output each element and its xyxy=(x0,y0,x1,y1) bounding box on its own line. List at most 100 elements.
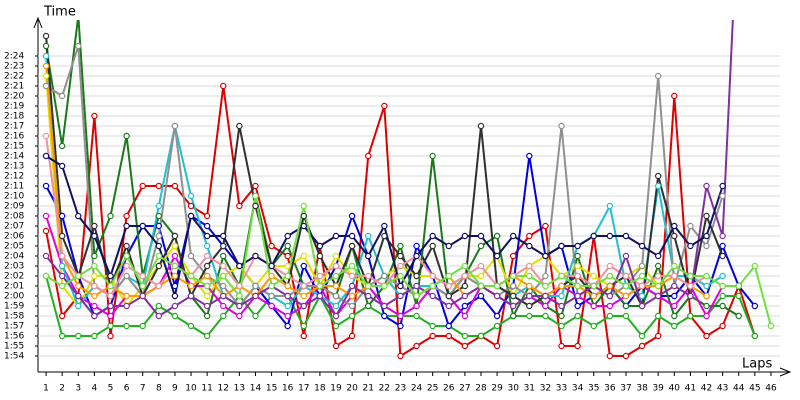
lap-marker xyxy=(252,282,259,290)
lap-marker xyxy=(381,312,388,320)
lap-marker xyxy=(332,292,340,300)
lap-marker xyxy=(429,282,436,290)
y-tick-label: 2:24 xyxy=(4,52,24,62)
lap-marker xyxy=(558,342,565,350)
lap-marker xyxy=(510,272,517,280)
lap-marker xyxy=(574,312,581,320)
lap-marker xyxy=(284,292,291,300)
x-tick-label: 21 xyxy=(363,384,374,394)
lap-marker xyxy=(687,222,694,230)
lap-marker xyxy=(139,182,146,190)
lap-marker xyxy=(139,292,146,300)
y-tick-label: 2:17 xyxy=(4,122,24,132)
lap-marker xyxy=(284,322,291,330)
lap-marker xyxy=(558,292,565,300)
lap-marker xyxy=(236,312,243,320)
x-tick-label: 19 xyxy=(330,384,342,394)
lap-marker xyxy=(606,262,614,270)
lap-marker xyxy=(671,272,678,280)
lap-marker xyxy=(493,342,501,350)
x-tick-label: 18 xyxy=(314,384,326,394)
lap-marker xyxy=(381,282,388,290)
lap-marker xyxy=(429,332,436,340)
x-tick-label: 7 xyxy=(140,384,146,394)
lap-marker xyxy=(300,222,307,230)
lap-marker xyxy=(220,272,227,280)
x-tick-label: 5 xyxy=(108,384,114,394)
lap-marker xyxy=(638,282,646,290)
lap-marker xyxy=(139,322,146,330)
lap-marker xyxy=(42,32,50,40)
lap-marker xyxy=(187,322,195,330)
lap-marker xyxy=(171,252,179,260)
lap-marker xyxy=(735,312,742,320)
lap-marker xyxy=(510,312,517,320)
lap-marker xyxy=(187,192,195,200)
lap-marker xyxy=(654,262,662,270)
lap-marker xyxy=(332,342,340,350)
lap-marker xyxy=(171,182,179,190)
lap-marker xyxy=(58,282,66,290)
lap-marker xyxy=(187,202,195,210)
lap-marker xyxy=(123,222,130,230)
lap-marker xyxy=(397,322,404,330)
lap-marker xyxy=(203,282,211,290)
x-tick-label: 29 xyxy=(491,384,503,394)
lap-marker xyxy=(638,272,646,280)
lap-marker xyxy=(413,292,420,300)
y-tick-label: 2:13 xyxy=(4,162,24,172)
lap-marker xyxy=(284,232,291,240)
lap-marker xyxy=(107,282,114,290)
lap-marker xyxy=(91,222,98,230)
lap-marker xyxy=(654,332,662,340)
lap-marker xyxy=(606,352,614,360)
y-tick-label: 1:56 xyxy=(4,332,24,342)
lap-marker xyxy=(381,232,388,240)
lap-marker xyxy=(91,252,98,260)
lap-marker xyxy=(606,292,614,300)
lap-marker xyxy=(510,282,517,290)
y-tick-label: 1:54 xyxy=(4,352,24,362)
lap-marker xyxy=(397,252,404,260)
lap-marker xyxy=(75,302,82,310)
lap-marker xyxy=(252,192,259,200)
lap-marker xyxy=(365,292,372,300)
lap-marker xyxy=(397,352,404,360)
lap-marker xyxy=(365,282,372,290)
lap-marker xyxy=(220,242,227,250)
lap-marker xyxy=(332,322,340,330)
lap-marker xyxy=(606,202,614,210)
lap-marker xyxy=(107,212,114,220)
x-tick-label: 6 xyxy=(124,384,130,394)
lap-marker xyxy=(171,312,179,320)
lap-marker xyxy=(42,252,50,260)
x-tick-label: 42 xyxy=(701,384,712,394)
lap-marker xyxy=(42,152,50,160)
lap-marker xyxy=(236,292,243,300)
lap-marker xyxy=(220,262,227,270)
lap-marker xyxy=(542,272,549,280)
lap-marker xyxy=(348,232,356,240)
lap-marker xyxy=(155,232,163,240)
lap-marker xyxy=(703,232,710,240)
lap-marker xyxy=(348,272,356,280)
lap-marker xyxy=(477,272,485,280)
lap-marker xyxy=(574,302,581,310)
lap-marker xyxy=(155,222,163,230)
lap-marker xyxy=(687,312,694,320)
lap-marker xyxy=(75,272,82,280)
lap-marker xyxy=(542,282,549,290)
x-tick-label: 34 xyxy=(572,384,584,394)
lap-marker xyxy=(155,202,163,210)
lap-marker xyxy=(654,272,662,280)
lap-marker xyxy=(284,242,291,250)
lap-marker xyxy=(220,282,227,290)
x-tick-label: 33 xyxy=(556,384,567,394)
lap-marker xyxy=(91,272,98,280)
lap-marker xyxy=(316,292,324,300)
lap-marker xyxy=(671,302,678,310)
lap-marker xyxy=(155,252,163,260)
lap-marker xyxy=(397,262,404,270)
lap-marker xyxy=(155,282,163,290)
